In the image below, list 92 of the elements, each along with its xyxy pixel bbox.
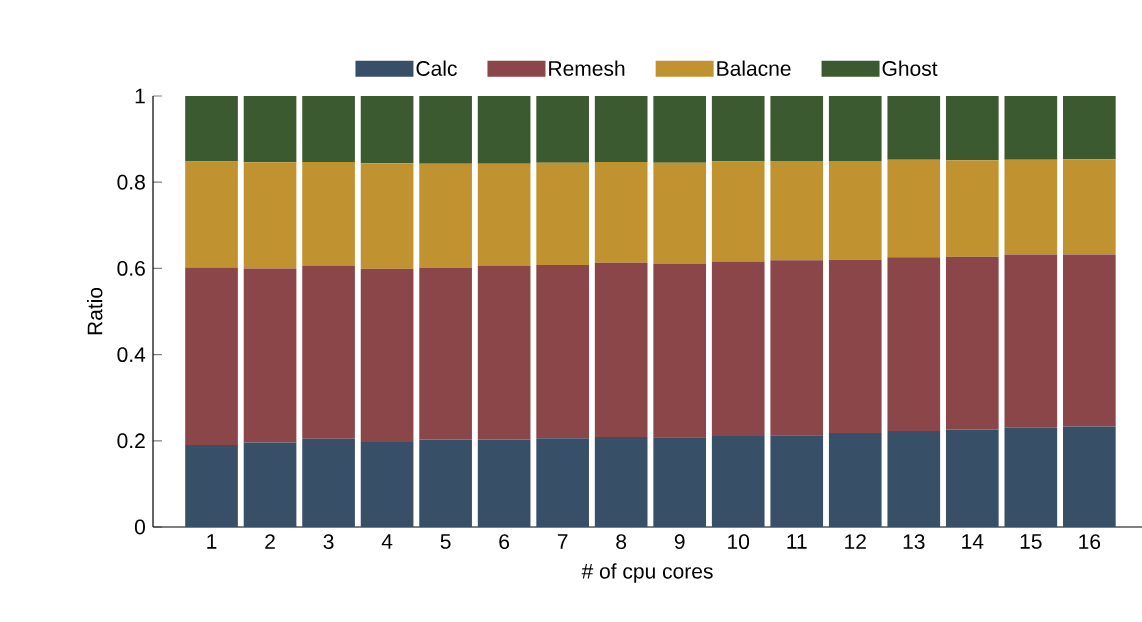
- bar: [711, 436, 765, 527]
- bar: [887, 96, 941, 160]
- x-tick-label: 2: [265, 534, 275, 549]
- bar: [711, 261, 765, 437]
- bar: [594, 161, 648, 263]
- bar: [185, 267, 238, 446]
- bar: [1063, 254, 1116, 427]
- bar: [653, 162, 707, 265]
- bar: [185, 96, 238, 162]
- bar: [770, 435, 824, 527]
- bar: [360, 96, 414, 164]
- bar: [1063, 96, 1116, 160]
- y-tick-label: 1: [135, 88, 145, 104]
- bar: [243, 162, 297, 269]
- bar: [770, 161, 824, 261]
- bar: [594, 436, 648, 527]
- bar: [1004, 159, 1058, 255]
- bar: [302, 438, 355, 527]
- bar: [477, 96, 531, 164]
- bar: [1004, 254, 1058, 428]
- bar: [770, 260, 824, 436]
- bar: [828, 161, 882, 260]
- bar: [419, 96, 472, 164]
- bar: [360, 163, 414, 269]
- x-tick-label: 10: [728, 534, 750, 550]
- bar: [887, 159, 941, 258]
- bar: [653, 96, 707, 163]
- bar: [185, 445, 238, 527]
- bar: [711, 161, 765, 262]
- bar: [243, 96, 297, 163]
- bar: [1063, 159, 1116, 255]
- bar: [945, 429, 999, 527]
- x-tick-label: 14: [962, 534, 984, 549]
- bar: [594, 262, 648, 437]
- legend-label: Calc: [416, 60, 457, 76]
- bar: [828, 96, 882, 162]
- bar: [477, 163, 531, 266]
- bar: [419, 439, 472, 527]
- bar: [243, 268, 297, 443]
- bar: [887, 257, 941, 431]
- bar: [945, 256, 999, 430]
- x-tick-label: 5: [440, 534, 451, 549]
- bar: [302, 96, 355, 162]
- x-axis-title: # of cpu cores: [581, 563, 713, 583]
- bar: [653, 437, 707, 527]
- x-tick-label: 15: [1020, 534, 1042, 549]
- x-tick-label: 13: [903, 534, 925, 550]
- bar: [536, 96, 589, 163]
- bar: [536, 438, 589, 527]
- bar: [536, 264, 589, 439]
- bar: [945, 96, 999, 161]
- bar: [302, 161, 355, 266]
- legend-label: Balacne: [717, 60, 791, 76]
- x-tick-label: 4: [381, 534, 393, 549]
- x-tick-label: 1: [207, 534, 217, 549]
- bar: [594, 96, 648, 162]
- bar: [887, 430, 941, 527]
- bar: [477, 439, 531, 527]
- bar: [360, 268, 414, 443]
- bar: [419, 163, 472, 268]
- bar: [360, 442, 414, 527]
- x-tick-label: 9: [674, 534, 685, 550]
- bar: [1004, 427, 1058, 527]
- bar: [828, 259, 882, 434]
- y-axis-title: Ratio: [87, 287, 103, 335]
- bar: [477, 265, 531, 440]
- bar: [419, 267, 472, 440]
- x-tick-label: 7: [557, 534, 568, 549]
- x-tick-label: 16: [1079, 534, 1101, 550]
- y-tick-label: 0.4: [117, 347, 146, 363]
- y-tick-label: 0.2: [117, 433, 145, 449]
- bar: [185, 161, 238, 268]
- bar: [711, 96, 765, 162]
- bar: [945, 160, 999, 257]
- x-tick-label: 8: [616, 534, 627, 550]
- bar: [653, 264, 707, 438]
- bar: [770, 96, 824, 162]
- legend-label: Remesh: [549, 60, 625, 76]
- y-tick-label: 0: [134, 519, 145, 535]
- bar: [243, 442, 297, 527]
- x-tick-label: 12: [845, 534, 866, 549]
- x-tick-label: 11: [787, 534, 807, 549]
- legend-label: Ghost: [882, 60, 938, 76]
- y-tick-label: 0.6: [117, 260, 145, 276]
- x-tick-label: 6: [499, 534, 510, 550]
- bar: [1063, 426, 1116, 527]
- bar: [302, 265, 355, 439]
- bar: [1004, 96, 1058, 160]
- y-tick-label: 0.8: [117, 174, 145, 190]
- bar: [828, 433, 882, 527]
- x-tick-label: 3: [323, 534, 334, 550]
- bar: [536, 162, 589, 265]
